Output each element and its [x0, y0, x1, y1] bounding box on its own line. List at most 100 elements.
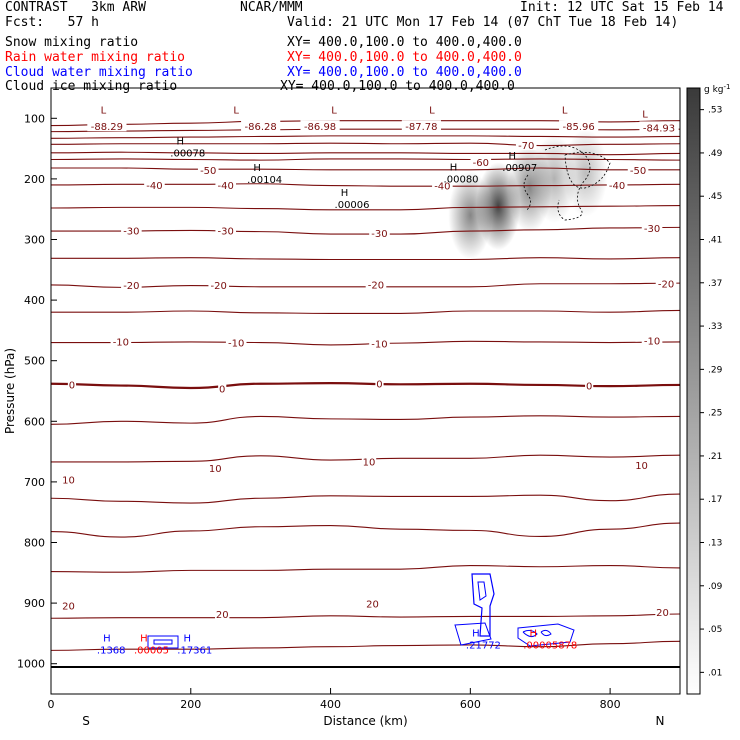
- contour-label-bg: [369, 226, 390, 238]
- extrema-markers: L L L L L LH.00078H.00104H.00006H.00080H.0090…: [97, 105, 648, 656]
- contour-label: -30: [371, 229, 387, 240]
- x-end-label-north: N: [656, 714, 665, 728]
- contour-label-bg: [361, 455, 377, 467]
- colorbar-unit: g kg-1: [704, 83, 730, 95]
- high-marker: H: [341, 188, 349, 199]
- colorbar-tick-label: .09: [708, 582, 723, 592]
- contour-label: -30: [218, 226, 234, 237]
- high-marker: H: [450, 162, 458, 173]
- contour-label: 10: [363, 457, 376, 468]
- extremum-value: .21772: [466, 640, 501, 651]
- model-label: 3km ARW: [91, 0, 146, 15]
- x-tick-label: 400: [320, 698, 341, 711]
- contour-label: 20: [62, 602, 75, 613]
- colorbar-tick-label: .05: [708, 625, 722, 635]
- low-marker: L: [233, 105, 239, 116]
- contour-label: -20: [123, 281, 139, 292]
- y-tick-label: 200: [24, 173, 45, 186]
- extremum-value: .17361: [177, 645, 212, 656]
- field-cloudwater-xy: XY= 400.0,100.0 to 400.0,400.0: [287, 65, 522, 80]
- isotherm-line: [51, 564, 680, 573]
- isotherm-line: [51, 282, 680, 288]
- colorbar-tick-label: .25: [708, 409, 722, 419]
- contour-label-bg: [470, 155, 492, 167]
- extremum-value: .00080: [444, 174, 479, 185]
- low-marker: L: [429, 105, 435, 116]
- isotherm-line: [51, 226, 680, 235]
- contour-label-bg: [121, 224, 142, 236]
- contour-label: -40: [218, 181, 234, 192]
- product-title: CONTRAST 3km ARW: [5, 1, 146, 15]
- contour-label-bg: [208, 461, 223, 473]
- isotherm-line: [51, 167, 680, 171]
- contour-label: 20: [366, 600, 379, 611]
- field-cloudice-xy: XY= 400.0,100.0 to 400.0,400.0: [280, 79, 515, 94]
- contour-label: -10: [228, 339, 244, 350]
- contour-label: -87.78: [405, 122, 437, 133]
- contour-label-bg: [197, 163, 219, 175]
- plot-frame: [50, 87, 681, 695]
- field-cloudice-name: Cloud ice mixing ratio: [5, 79, 178, 94]
- high-marker: H: [529, 628, 537, 639]
- contour-label-bg: [110, 335, 132, 347]
- contour-label-bg: [208, 278, 230, 290]
- contour-label-bg: [215, 608, 230, 620]
- isotherm-line: [51, 522, 680, 538]
- colorbar-tick-label: .21: [708, 452, 722, 462]
- contour-label-bg: [641, 221, 663, 233]
- contour-label: -20: [658, 280, 674, 291]
- field-rain-name: Rain water mixing ratio: [5, 50, 186, 65]
- isotherm-line: [51, 640, 680, 651]
- contour-label-bg: [121, 278, 142, 290]
- contour-label-bg: [61, 473, 76, 485]
- colorbar-tick-label: .49: [708, 149, 723, 159]
- colorbar-ramp: [686, 87, 701, 695]
- y-tick-label: 400: [24, 294, 45, 307]
- contour-label-bg: [641, 334, 663, 346]
- extremum-value: .00005: [134, 645, 169, 656]
- contour-label: -85.96: [563, 122, 595, 133]
- high-marker: H: [253, 163, 261, 174]
- low-marker: L: [101, 105, 107, 116]
- isotherm-line: [51, 135, 680, 139]
- contour-label: -50: [200, 166, 216, 177]
- extremum-value: .00005878: [523, 640, 577, 651]
- forecast-hour: Fcst: 57 h: [5, 16, 99, 30]
- snow-contour-lines: [523, 145, 611, 221]
- colorbar-tick-label: .45: [708, 192, 722, 202]
- x-tick-label: 600: [460, 698, 481, 711]
- isotherm-line: [51, 493, 680, 504]
- contour-label-bg: [606, 178, 628, 190]
- forecast-value: 57 h: [67, 15, 99, 30]
- field-rain-xy: XY= 400.0,100.0 to 400.0,400.0: [287, 50, 522, 65]
- snow-contours: [523, 145, 611, 221]
- extremum-value: .00907: [502, 163, 537, 174]
- contour-label-bg: [432, 179, 453, 191]
- contour-label-bg: [375, 377, 384, 389]
- contour-label-bg: [241, 120, 281, 132]
- contour-label: 10: [209, 464, 222, 475]
- contour-label-bg: [639, 121, 679, 133]
- contour-label: -86.98: [304, 122, 336, 133]
- contour-label: -40: [146, 181, 162, 192]
- colorbar-tick-label: .17: [708, 495, 722, 505]
- extremum-value: .00104: [247, 175, 282, 186]
- extremum-value: .00006: [335, 200, 370, 211]
- product-label: CONTRAST: [5, 0, 68, 15]
- contour-label: -70: [518, 141, 534, 152]
- low-marker: L: [562, 105, 568, 116]
- extremum-value: .00078: [170, 148, 205, 159]
- contour-label-bg: [369, 337, 390, 349]
- contour-label-bg: [300, 120, 340, 132]
- isotherm-line: [51, 158, 680, 161]
- field-snow-xy: XY= 400.0,100.0 to 400.0,400.0: [287, 35, 522, 50]
- contour-label: 20: [656, 608, 669, 619]
- contour-label: -10: [371, 340, 387, 351]
- contour-label: -86.28: [245, 122, 277, 133]
- field-snow-name: Snow mixing ratio: [5, 35, 139, 50]
- contour-label-bg: [225, 336, 247, 348]
- colorbar-tick-label: .33: [708, 322, 722, 332]
- y-tick-label: 300: [24, 234, 45, 247]
- colorbar-unit-exp: -1: [724, 83, 731, 91]
